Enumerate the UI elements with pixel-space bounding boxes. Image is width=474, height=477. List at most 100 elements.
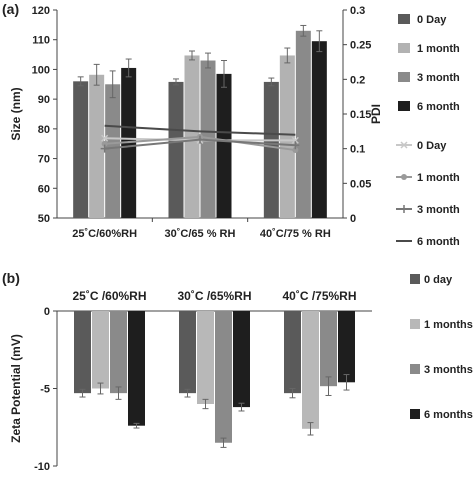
bar-b-1-1 — [197, 311, 214, 404]
y2-tick-label-a-0: 0 — [350, 213, 356, 225]
legend-b-label-1: 1 months — [424, 319, 473, 331]
y-tick-label-b-2: -10 — [34, 461, 50, 472]
error-bar-b-2-0 — [115, 386, 122, 400]
error-bar-b-2-2 — [325, 376, 332, 396]
error-bar-b-3-2 — [343, 374, 350, 391]
error-bar-b-3-1 — [238, 402, 245, 412]
legend-a-line-label-1: 1 month — [417, 172, 460, 184]
legend-a-line-label-3: 6 month — [417, 236, 460, 248]
x-tick-label-a-2: 40˚C/75 % RH — [260, 228, 331, 240]
bar-a-2-2 — [295, 30, 311, 218]
bar-a-3-2 — [311, 41, 327, 219]
legend-a-bar-swatch-3 — [398, 101, 410, 111]
y-axis-label-b: Zeta Potential (mV) — [9, 334, 23, 443]
error-bar-b-1-0 — [97, 382, 104, 395]
bar-b-3-2 — [338, 311, 355, 383]
legend-a-bar-label-1: 1 month — [417, 43, 460, 55]
pdi-marker-a-0-2 — [291, 136, 299, 144]
error-bar-b-0-0 — [79, 388, 86, 398]
y-axis-label-a: Size (nm) — [9, 87, 23, 140]
x-tick-label-b-1: 30˚C /65%RH — [177, 289, 251, 303]
panel-label-a: (a) — [2, 1, 19, 17]
error-bar-b-1-2 — [307, 422, 314, 436]
legend-b-swatch-2 — [410, 364, 420, 374]
error-bar-a-0-0 — [77, 76, 84, 87]
legend-b-label-3: 6 months — [424, 409, 473, 421]
legend-b-swatch-0 — [410, 274, 420, 284]
y-tick-label-a-1: 60 — [38, 183, 50, 195]
x-tick-label-b-0: 25˚C /60%RH — [72, 289, 146, 303]
error-bar-a-2-1 — [205, 52, 211, 69]
error-bar-a-3-1 — [221, 60, 227, 88]
legend-a-bar-swatch-0 — [398, 14, 410, 24]
pdi-marker-a-2-2 — [291, 141, 300, 150]
bar-b-2-1 — [215, 311, 232, 443]
error-bar-a-0-1 — [173, 78, 179, 86]
y-tick-label-a-6: 110 — [32, 35, 50, 47]
error-bar-a-3-0 — [125, 58, 132, 78]
error-bar-a-1-0 — [93, 63, 100, 86]
error-bar-a-1-2 — [284, 47, 291, 64]
bar-b-3-1 — [233, 311, 250, 408]
legend-a-line-label-2: 3 month — [417, 204, 460, 216]
pdi-line-a-3 — [104, 124, 296, 136]
error-bar-a-1-1 — [189, 50, 195, 61]
y2-tick-label-a-1: 0.05 — [350, 178, 371, 190]
legend-a-bar-swatch-1 — [398, 43, 410, 53]
legend-a-bar-swatch-2 — [398, 72, 410, 82]
error-bar-b-3-0 — [133, 422, 140, 429]
legend-b-label-2: 3 months — [424, 364, 473, 376]
x-tick-label-a-0: 25˚C/60%RH — [72, 228, 137, 240]
legend-a-line-marker-1 — [401, 174, 407, 180]
y-tick-label-a-4: 90 — [38, 94, 50, 106]
error-bar-a-3-2 — [316, 30, 323, 53]
legend-a-bar-label-2: 3 month — [417, 72, 460, 84]
bar-a-0-2 — [263, 81, 279, 218]
panel-label-b: (b) — [2, 270, 20, 286]
bar-b-0-0 — [74, 311, 91, 394]
bar-b-3-0 — [128, 311, 145, 426]
legend-a: 0 Day 1 month 3 month 6 month 0 Day 1 month 3 … — [396, 14, 460, 248]
y-tick-label-b-0: 0 — [44, 306, 50, 318]
legend-b-swatch-1 — [410, 319, 420, 329]
bar-a-2-0 — [105, 84, 121, 219]
pdi-marker-a-2-1 — [196, 135, 204, 144]
x-tick-label-b-2: 40˚C /75%RH — [282, 289, 356, 303]
y-tick-label-a-7: 120 — [32, 5, 50, 17]
pdi-marker-a-1-2 — [292, 147, 299, 154]
error-bar-a-2-2 — [300, 24, 307, 37]
pdi-marker-a-0-0 — [101, 134, 109, 142]
y2-tick-label-a-5: 0.25 — [350, 40, 371, 52]
pdi-marker-a-1-0 — [101, 140, 108, 147]
pdi-marker-a-2-0 — [100, 144, 109, 153]
bar-b-2-0 — [110, 311, 127, 394]
error-bar-a-0-2 — [268, 77, 275, 87]
y-tick-label-a-3: 80 — [38, 124, 50, 136]
error-bar-b-0-2 — [289, 388, 296, 399]
y-tick-label-a-5: 100 — [32, 64, 50, 76]
y2-axis-label-a: PDI — [369, 104, 383, 124]
y2-tick-label-a-2: 0.1 — [350, 144, 365, 156]
bar-b-1-0 — [92, 311, 109, 389]
y2-tick-label-a-6: 0.3 — [350, 5, 365, 17]
error-bar-b-1-1 — [202, 398, 209, 410]
bar-a-1-0 — [89, 74, 105, 218]
legend-a-bar-label-3: 6 month — [417, 101, 460, 113]
legend-b-swatch-3 — [410, 409, 420, 419]
y2-tick-label-a-4: 0.2 — [350, 74, 365, 86]
error-bar-b-0-1 — [184, 388, 191, 398]
bar-a-3-1 — [216, 73, 232, 218]
bar-a-0-0 — [73, 81, 89, 218]
legend-a-line-label-0: 0 Day — [417, 140, 447, 152]
bar-b-1-2 — [302, 311, 319, 429]
bar-b-2-2 — [320, 311, 337, 387]
y-tick-label-a-2: 70 — [38, 154, 50, 166]
error-bar-b-2-1 — [220, 437, 227, 448]
legend-b: 0 day 1 months 3 months 6 months — [410, 274, 473, 421]
legend-a-line-marker-2 — [400, 205, 408, 213]
legend-b-label-0: 0 day — [424, 274, 453, 286]
bar-b-0-2 — [284, 311, 301, 394]
bar-a-0-1 — [168, 81, 184, 218]
